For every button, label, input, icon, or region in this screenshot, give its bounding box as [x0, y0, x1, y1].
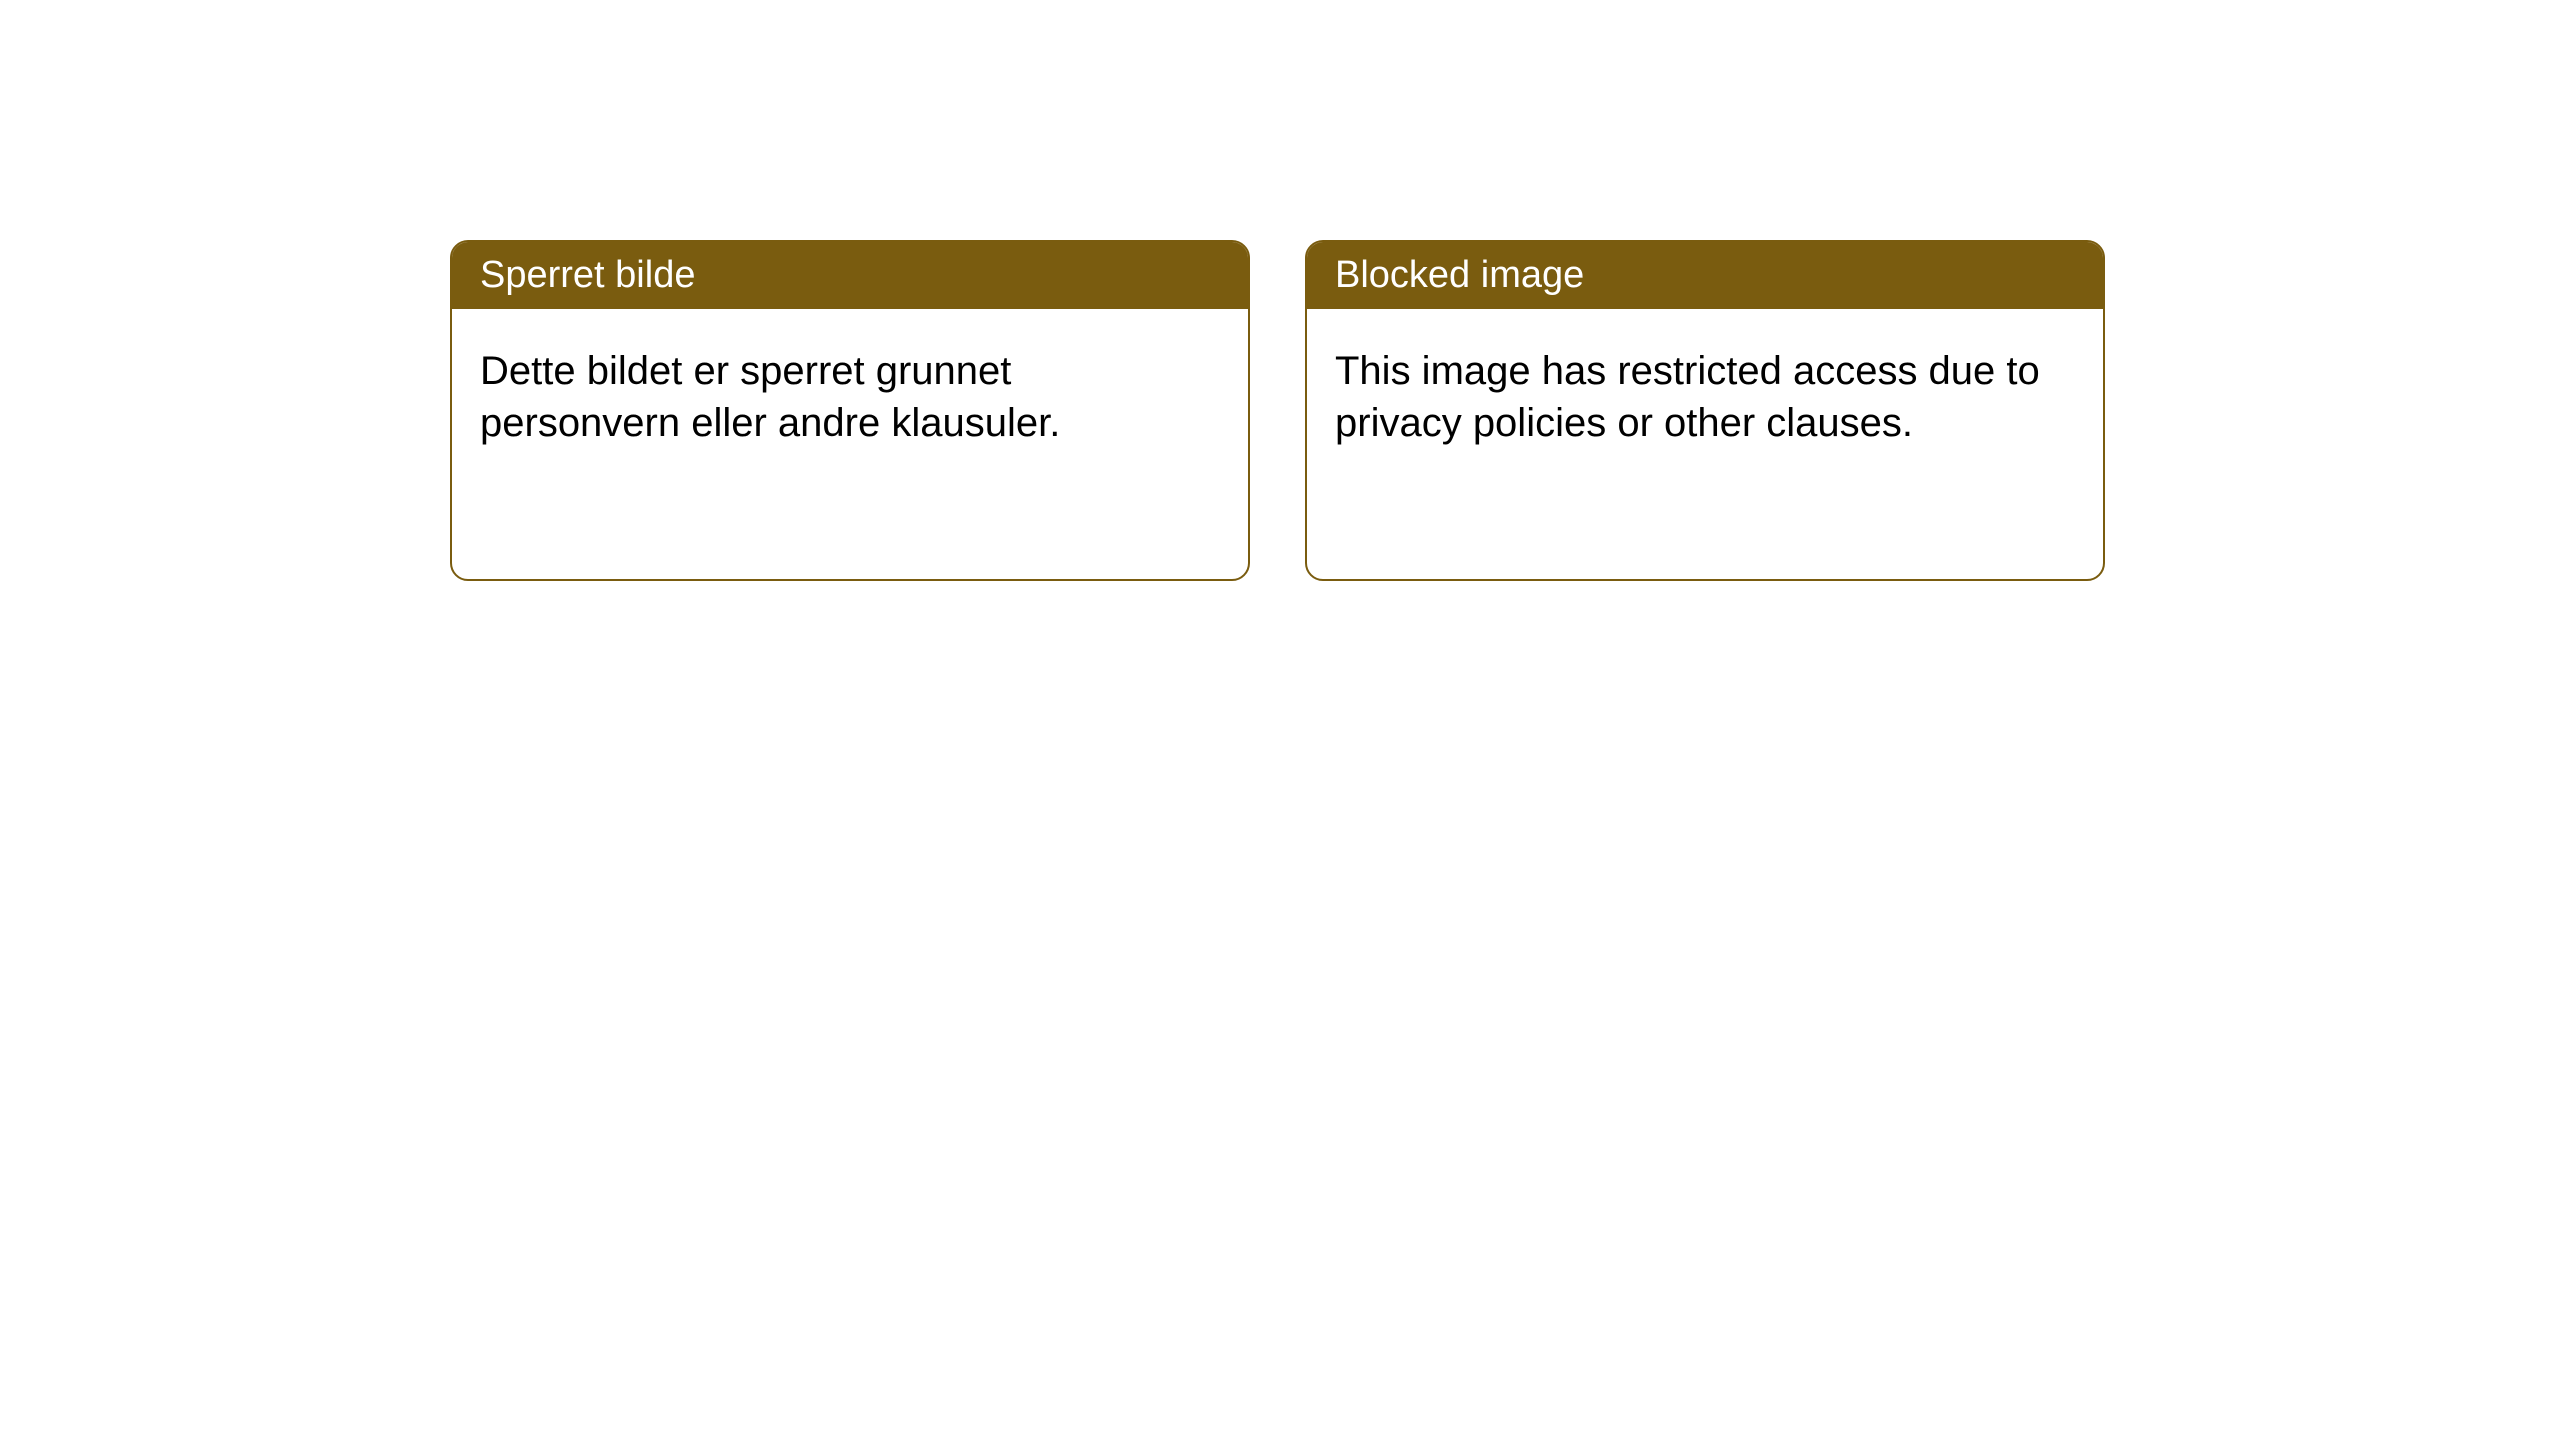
notice-header: Sperret bilde	[452, 242, 1248, 309]
notice-body: This image has restricted access due to …	[1307, 309, 2103, 579]
notice-container: Sperret bilde Dette bildet er sperret gr…	[450, 240, 2105, 581]
notice-header: Blocked image	[1307, 242, 2103, 309]
notice-card-norwegian: Sperret bilde Dette bildet er sperret gr…	[450, 240, 1250, 581]
notice-card-english: Blocked image This image has restricted …	[1305, 240, 2105, 581]
notice-body: Dette bildet er sperret grunnet personve…	[452, 309, 1248, 579]
